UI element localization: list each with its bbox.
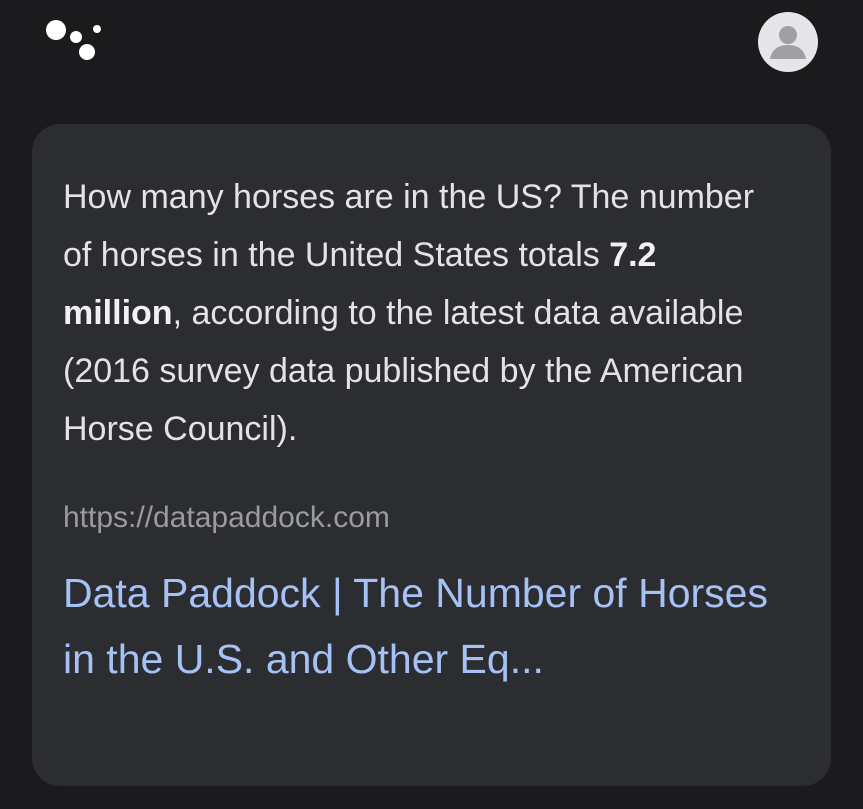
- google-assistant-dots-icon[interactable]: [44, 14, 104, 66]
- answer-highlight: 7.2 million: [63, 236, 657, 332]
- top-bar: [0, 0, 863, 100]
- answer-card: How many horses are in the US? The numbe…: [32, 124, 831, 786]
- answer-text-after: , according to the latest data available…: [63, 294, 744, 448]
- source-link[interactable]: Data Paddock | The Number of Horses in t…: [63, 570, 768, 682]
- source-url: https://datapaddock.com: [63, 501, 390, 534]
- answer-text: How many horses are in the US? The numbe…: [63, 168, 783, 458]
- answer-text-before: How many horses are in the US? The numbe…: [63, 178, 755, 274]
- user-avatar-icon[interactable]: [758, 12, 818, 72]
